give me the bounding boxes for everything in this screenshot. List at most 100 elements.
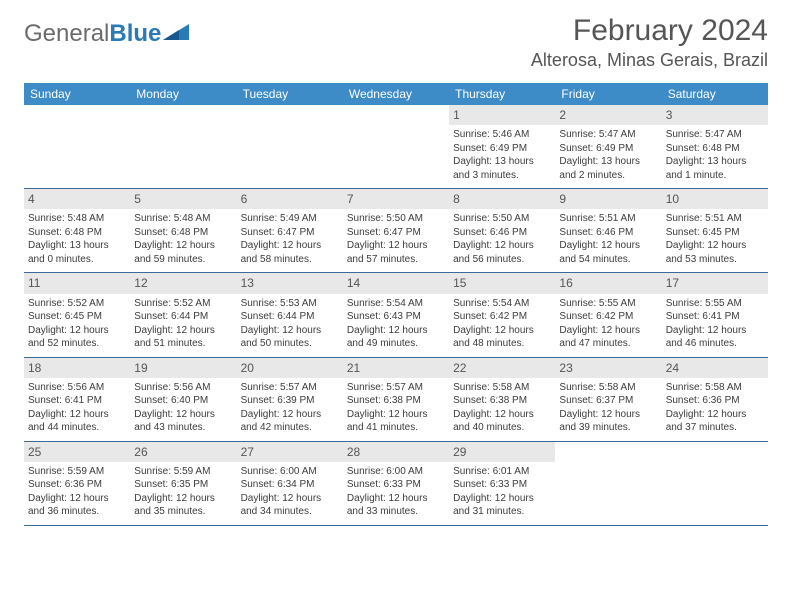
sunrise-text: Sunrise: 5:52 AM	[28, 297, 126, 311]
day-cell: 6Sunrise: 5:49 AMSunset: 6:47 PMDaylight…	[237, 189, 343, 272]
day-cell: 15Sunrise: 5:54 AMSunset: 6:42 PMDayligh…	[449, 273, 555, 356]
day-cell: 11Sunrise: 5:52 AMSunset: 6:45 PMDayligh…	[24, 273, 130, 356]
day-number: 11	[24, 273, 130, 293]
day-number: 1	[449, 105, 555, 125]
sunset-text: Sunset: 6:43 PM	[347, 310, 445, 324]
day-details: Sunrise: 5:55 AMSunset: 6:41 PMDaylight:…	[662, 294, 768, 357]
day-number: 29	[449, 442, 555, 462]
day-number: 15	[449, 273, 555, 293]
daylight-text: Daylight: 12 hours and 50 minutes.	[241, 324, 339, 351]
day-number: 12	[130, 273, 236, 293]
day-number: 20	[237, 358, 343, 378]
sunrise-text: Sunrise: 5:56 AM	[28, 381, 126, 395]
day-number: 17	[662, 273, 768, 293]
sunset-text: Sunset: 6:46 PM	[453, 226, 551, 240]
sunset-text: Sunset: 6:44 PM	[134, 310, 232, 324]
day-details: Sunrise: 5:50 AMSunset: 6:46 PMDaylight:…	[449, 209, 555, 272]
day-cell	[24, 105, 130, 188]
day-cell: 24Sunrise: 5:58 AMSunset: 6:36 PMDayligh…	[662, 358, 768, 441]
daylight-text: Daylight: 13 hours and 1 minute.	[666, 155, 764, 182]
day-cell: 23Sunrise: 5:58 AMSunset: 6:37 PMDayligh…	[555, 358, 661, 441]
day-details: Sunrise: 5:48 AMSunset: 6:48 PMDaylight:…	[24, 209, 130, 272]
day-number-empty	[555, 442, 661, 462]
daylight-text: Daylight: 12 hours and 59 minutes.	[134, 239, 232, 266]
sunrise-text: Sunrise: 5:58 AM	[559, 381, 657, 395]
day-number: 13	[237, 273, 343, 293]
sunrise-text: Sunrise: 5:54 AM	[453, 297, 551, 311]
title-block: February 2024 Alterosa, Minas Gerais, Br…	[531, 14, 768, 71]
logo-word-2: Blue	[109, 20, 161, 47]
daylight-text: Daylight: 12 hours and 46 minutes.	[666, 324, 764, 351]
day-number: 10	[662, 189, 768, 209]
sunrise-text: Sunrise: 5:46 AM	[453, 128, 551, 142]
sunrise-text: Sunrise: 5:47 AM	[559, 128, 657, 142]
day-details: Sunrise: 5:56 AMSunset: 6:40 PMDaylight:…	[130, 378, 236, 441]
sunrise-text: Sunrise: 5:50 AM	[347, 212, 445, 226]
day-details: Sunrise: 5:51 AMSunset: 6:45 PMDaylight:…	[662, 209, 768, 272]
day-cell: 14Sunrise: 5:54 AMSunset: 6:43 PMDayligh…	[343, 273, 449, 356]
day-cell: 7Sunrise: 5:50 AMSunset: 6:47 PMDaylight…	[343, 189, 449, 272]
daylight-text: Daylight: 12 hours and 40 minutes.	[453, 408, 551, 435]
weekday-header-row: SundayMondayTuesdayWednesdayThursdayFrid…	[24, 83, 768, 105]
sunset-text: Sunset: 6:33 PM	[453, 478, 551, 492]
week-row: 11Sunrise: 5:52 AMSunset: 6:45 PMDayligh…	[24, 273, 768, 357]
sunrise-text: Sunrise: 5:52 AM	[134, 297, 232, 311]
day-details: Sunrise: 5:58 AMSunset: 6:38 PMDaylight:…	[449, 378, 555, 441]
day-details: Sunrise: 6:01 AMSunset: 6:33 PMDaylight:…	[449, 462, 555, 525]
day-details: Sunrise: 5:50 AMSunset: 6:47 PMDaylight:…	[343, 209, 449, 272]
sunset-text: Sunset: 6:40 PM	[134, 394, 232, 408]
daylight-text: Daylight: 12 hours and 36 minutes.	[28, 492, 126, 519]
sunset-text: Sunset: 6:36 PM	[666, 394, 764, 408]
day-details: Sunrise: 5:53 AMSunset: 6:44 PMDaylight:…	[237, 294, 343, 357]
sunrise-text: Sunrise: 5:50 AM	[453, 212, 551, 226]
sunrise-text: Sunrise: 6:01 AM	[453, 465, 551, 479]
day-cell	[662, 442, 768, 525]
day-number: 9	[555, 189, 661, 209]
day-cell: 17Sunrise: 5:55 AMSunset: 6:41 PMDayligh…	[662, 273, 768, 356]
sunset-text: Sunset: 6:38 PM	[347, 394, 445, 408]
weekday-header: Monday	[130, 83, 236, 105]
sunset-text: Sunset: 6:48 PM	[28, 226, 126, 240]
day-cell: 25Sunrise: 5:59 AMSunset: 6:36 PMDayligh…	[24, 442, 130, 525]
day-details: Sunrise: 5:46 AMSunset: 6:49 PMDaylight:…	[449, 125, 555, 188]
day-cell: 13Sunrise: 5:53 AMSunset: 6:44 PMDayligh…	[237, 273, 343, 356]
day-details: Sunrise: 5:48 AMSunset: 6:48 PMDaylight:…	[130, 209, 236, 272]
day-cell: 26Sunrise: 5:59 AMSunset: 6:35 PMDayligh…	[130, 442, 236, 525]
day-cell	[555, 442, 661, 525]
day-cell: 9Sunrise: 5:51 AMSunset: 6:46 PMDaylight…	[555, 189, 661, 272]
day-details: Sunrise: 5:55 AMSunset: 6:42 PMDaylight:…	[555, 294, 661, 357]
daylight-text: Daylight: 12 hours and 33 minutes.	[347, 492, 445, 519]
day-number: 22	[449, 358, 555, 378]
day-cell: 20Sunrise: 5:57 AMSunset: 6:39 PMDayligh…	[237, 358, 343, 441]
day-cell: 2Sunrise: 5:47 AMSunset: 6:49 PMDaylight…	[555, 105, 661, 188]
sunset-text: Sunset: 6:48 PM	[134, 226, 232, 240]
day-details: Sunrise: 5:59 AMSunset: 6:36 PMDaylight:…	[24, 462, 130, 525]
day-details: Sunrise: 5:59 AMSunset: 6:35 PMDaylight:…	[130, 462, 236, 525]
daylight-text: Daylight: 13 hours and 0 minutes.	[28, 239, 126, 266]
day-number: 26	[130, 442, 236, 462]
day-cell: 18Sunrise: 5:56 AMSunset: 6:41 PMDayligh…	[24, 358, 130, 441]
sunrise-text: Sunrise: 5:55 AM	[666, 297, 764, 311]
sunset-text: Sunset: 6:49 PM	[559, 142, 657, 156]
day-number: 24	[662, 358, 768, 378]
sunset-text: Sunset: 6:34 PM	[241, 478, 339, 492]
day-number: 23	[555, 358, 661, 378]
day-number: 3	[662, 105, 768, 125]
sunrise-text: Sunrise: 5:51 AM	[559, 212, 657, 226]
day-details: Sunrise: 5:58 AMSunset: 6:36 PMDaylight:…	[662, 378, 768, 441]
month-title: February 2024	[531, 14, 768, 48]
day-cell	[343, 105, 449, 188]
sunrise-text: Sunrise: 5:54 AM	[347, 297, 445, 311]
logo: GeneralBlue	[24, 14, 189, 48]
day-cell: 3Sunrise: 5:47 AMSunset: 6:48 PMDaylight…	[662, 105, 768, 188]
daylight-text: Daylight: 13 hours and 3 minutes.	[453, 155, 551, 182]
sunrise-text: Sunrise: 5:51 AM	[666, 212, 764, 226]
day-details: Sunrise: 5:47 AMSunset: 6:49 PMDaylight:…	[555, 125, 661, 188]
weekday-header: Friday	[555, 83, 661, 105]
sunset-text: Sunset: 6:48 PM	[666, 142, 764, 156]
day-number: 27	[237, 442, 343, 462]
logo-triangle-icon	[163, 24, 189, 47]
sunset-text: Sunset: 6:45 PM	[28, 310, 126, 324]
sunrise-text: Sunrise: 6:00 AM	[241, 465, 339, 479]
weekday-header: Sunday	[24, 83, 130, 105]
